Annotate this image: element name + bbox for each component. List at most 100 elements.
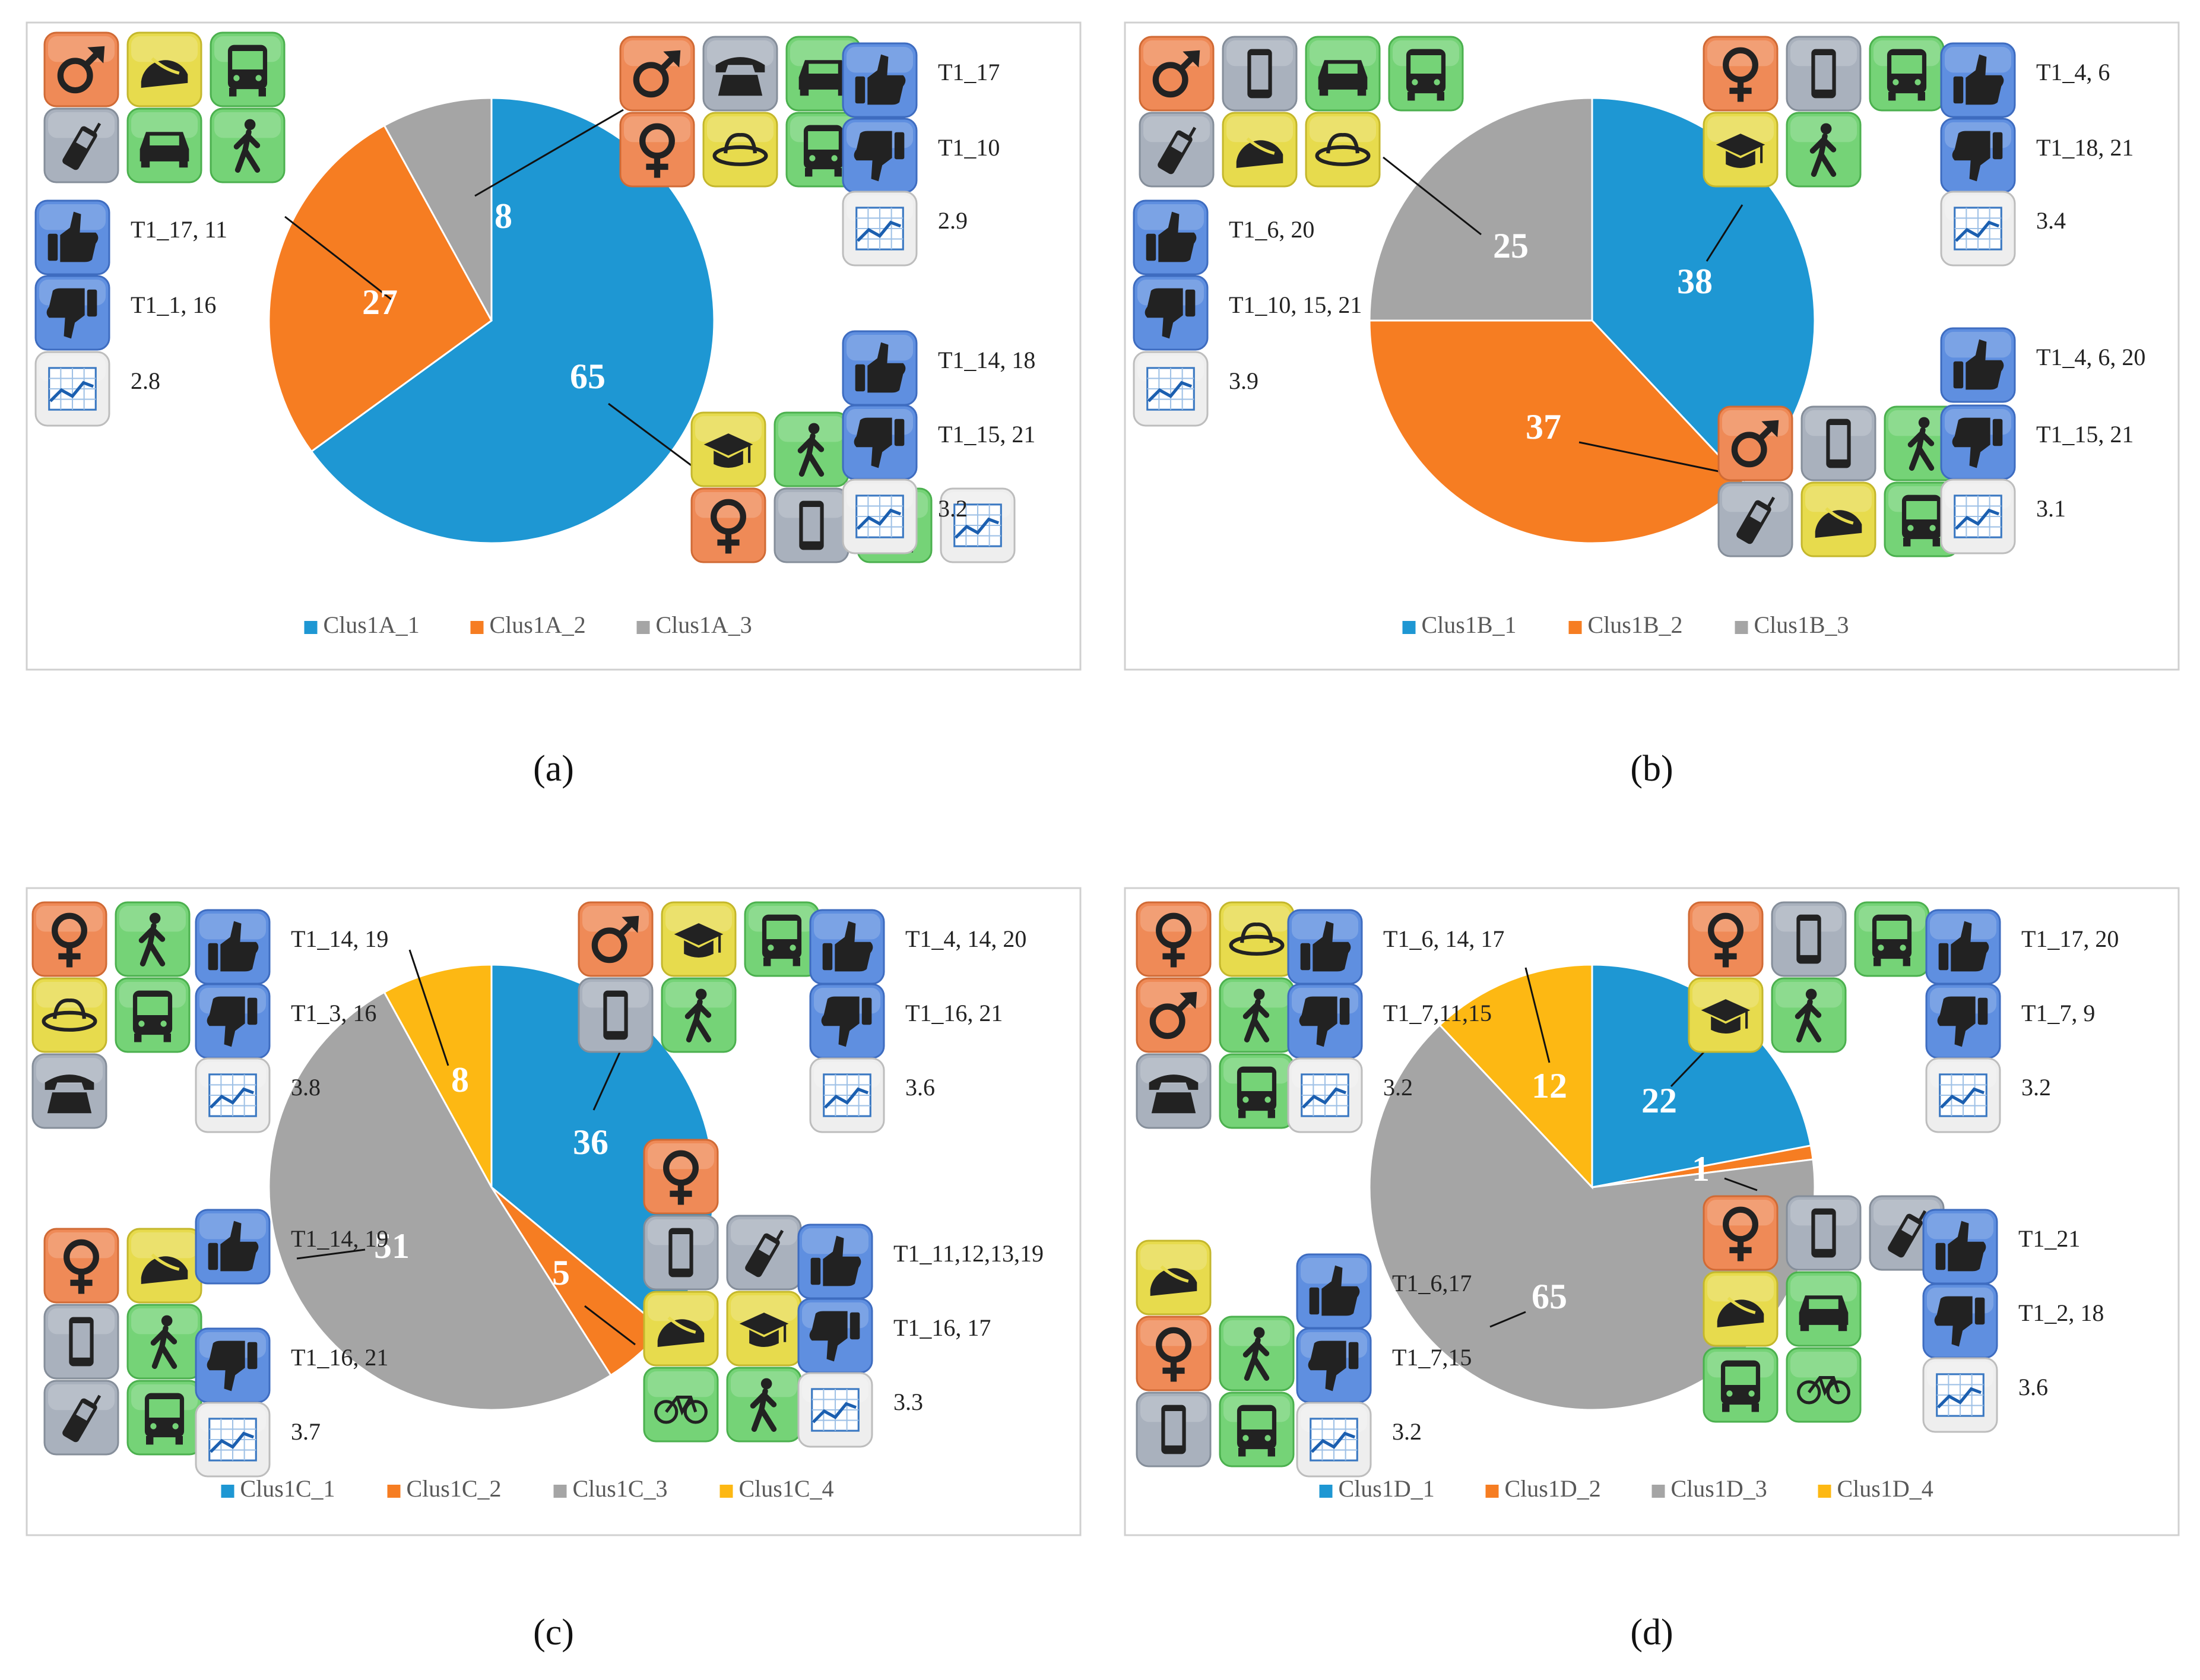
legend-label: Clus1B_2	[1588, 611, 1683, 638]
bus-icon	[115, 977, 191, 1053]
dislike-icon	[1940, 404, 2016, 480]
bus-icon	[1854, 901, 1930, 977]
data-label: 22	[1641, 1081, 1677, 1120]
legend-label: Clus1C_1	[240, 1475, 335, 1502]
dislikes-label: T1_18, 21	[2036, 134, 2134, 161]
data-label: 36	[573, 1123, 608, 1162]
female-icon	[1136, 1316, 1212, 1391]
smartphone-icon	[1786, 36, 1862, 112]
dislikes-label: T1_3, 16	[291, 1000, 376, 1026]
male-icon	[619, 36, 695, 112]
score-label: 3.6	[905, 1074, 935, 1101]
walking-icon	[1219, 977, 1295, 1053]
likes-label: T1_6, 14, 17	[1383, 925, 1504, 952]
helmet-icon	[1222, 112, 1298, 188]
pie-slice-Clus1C_3	[268, 991, 613, 1411]
data-label: 25	[1493, 226, 1529, 265]
smartphone-icon	[643, 1215, 719, 1291]
likes-label: T1_4, 14, 20	[905, 925, 1026, 952]
dislike-icon	[1922, 1283, 1998, 1359]
cellphone-icon	[43, 107, 119, 183]
score-label: 3.3	[893, 1389, 923, 1415]
dislike-icon	[1287, 983, 1363, 1059]
female-icon	[31, 901, 107, 977]
walking-icon	[774, 411, 849, 487]
dislikes-label: T1_7, 9	[2021, 1000, 2095, 1026]
chart-icon	[34, 351, 110, 427]
bus-icon	[1884, 481, 1960, 557]
cellphone-icon	[1139, 112, 1215, 188]
pie-slice-Clus1D_4	[1438, 963, 1593, 1190]
likes-label: T1_4, 6, 20	[2036, 344, 2145, 370]
likes-label: T1_4, 6	[2036, 59, 2110, 85]
leader-line	[584, 1305, 636, 1346]
likes-label: T1_17, 11	[131, 216, 227, 243]
chart-icon	[842, 478, 918, 554]
cellphone-icon	[1717, 481, 1793, 557]
leader-line	[1706, 204, 1743, 262]
dislike-icon	[842, 118, 918, 194]
dislike-icon	[195, 983, 271, 1059]
chart-icon	[842, 191, 918, 267]
car-icon	[785, 36, 861, 112]
legend-label: Clus1D_4	[1837, 1475, 1933, 1502]
bus-icon	[1869, 36, 1945, 112]
education-icon	[726, 1291, 802, 1367]
like-icon	[1287, 909, 1363, 985]
likes-label: T1_11,12,13,19	[893, 1240, 1044, 1267]
helmet-icon	[126, 31, 202, 107]
legend-label: Clus1C_2	[407, 1475, 502, 1502]
walking-icon	[1884, 405, 1960, 481]
hat-icon	[702, 112, 778, 188]
telephone-icon	[1136, 1053, 1212, 1129]
smartphone-icon	[43, 1304, 119, 1380]
male-icon	[43, 31, 119, 107]
education-icon	[661, 901, 737, 977]
legend-swatch	[1485, 1485, 1499, 1498]
dislikes-label: T1_16, 21	[291, 1344, 388, 1371]
dislikes-label: T1_15, 21	[938, 421, 1035, 448]
pie-slice-Clus1A_2	[268, 124, 493, 453]
male-icon	[1139, 36, 1215, 112]
smartphone-icon	[1786, 1195, 1862, 1271]
dislike-icon	[1925, 983, 2001, 1059]
leader-line	[1578, 441, 1722, 473]
legend-label: Clus1C_3	[573, 1475, 668, 1502]
like-icon	[195, 909, 271, 985]
chart-icon	[1296, 1402, 1372, 1478]
helmet-icon	[1136, 1240, 1212, 1316]
like-icon	[34, 199, 110, 275]
dislike-icon	[34, 275, 110, 351]
likes-label: T1_14, 19	[291, 925, 388, 952]
bus-icon	[1388, 36, 1464, 112]
bus-icon	[1219, 1391, 1295, 1467]
dislikes-label: T1_10, 15, 21	[1229, 291, 1362, 318]
chart-icon	[195, 1057, 271, 1133]
score-label: 3.6	[2018, 1374, 2048, 1400]
like-icon	[1133, 199, 1209, 275]
walking-icon	[1771, 977, 1847, 1053]
car-icon	[1786, 1271, 1862, 1347]
score-label: 2.9	[938, 207, 968, 234]
leader-line	[1524, 967, 1551, 1063]
pie-slice-Clus1C_4	[383, 963, 493, 1188]
chart-icon	[1133, 351, 1209, 427]
chart-icon	[809, 1057, 885, 1133]
likes-label: T1_6, 20	[1229, 216, 1314, 243]
female-icon	[1703, 1195, 1779, 1271]
walking-icon	[126, 1304, 202, 1380]
chart-icon	[940, 487, 1016, 563]
walking-icon	[1219, 1316, 1295, 1391]
likes-label: T1_14, 19	[291, 1225, 388, 1252]
chart-icon	[1940, 191, 2016, 267]
legend-swatch	[470, 621, 484, 634]
dislike-icon	[1133, 275, 1209, 351]
data-label: 12	[1532, 1066, 1567, 1105]
score-label: 3.2	[1392, 1418, 1422, 1445]
legend-swatch	[1651, 1485, 1665, 1498]
legend-swatch	[387, 1485, 401, 1498]
leader-line	[474, 109, 624, 197]
score-label: 3.2	[2021, 1074, 2051, 1101]
score-label: 2.8	[131, 367, 160, 394]
